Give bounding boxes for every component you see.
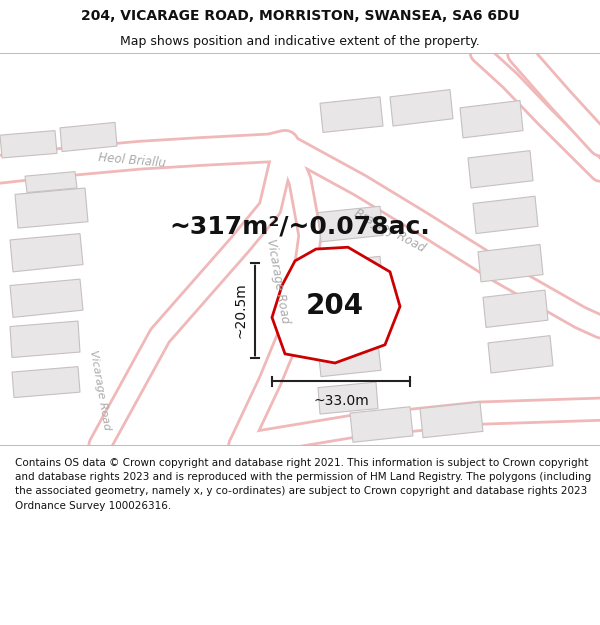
Polygon shape bbox=[483, 290, 548, 328]
Polygon shape bbox=[478, 244, 543, 282]
Polygon shape bbox=[318, 343, 381, 377]
Text: Contains OS data © Crown copyright and database right 2021. This information is : Contains OS data © Crown copyright and d… bbox=[15, 458, 591, 511]
Polygon shape bbox=[25, 172, 77, 192]
Polygon shape bbox=[12, 367, 80, 398]
Text: Map shows position and indicative extent of the property.: Map shows position and indicative extent… bbox=[120, 35, 480, 48]
Polygon shape bbox=[318, 206, 383, 242]
Text: Brayley Road: Brayley Road bbox=[352, 207, 428, 255]
Text: 204: 204 bbox=[306, 292, 364, 321]
Polygon shape bbox=[318, 382, 378, 414]
Polygon shape bbox=[350, 407, 413, 442]
Text: 204, VICARAGE ROAD, MORRISTON, SWANSEA, SA6 6DU: 204, VICARAGE ROAD, MORRISTON, SWANSEA, … bbox=[80, 9, 520, 23]
Polygon shape bbox=[318, 256, 383, 292]
Polygon shape bbox=[60, 122, 117, 151]
Polygon shape bbox=[460, 101, 523, 138]
Polygon shape bbox=[15, 188, 88, 228]
Polygon shape bbox=[473, 196, 538, 234]
Polygon shape bbox=[320, 97, 383, 132]
Polygon shape bbox=[272, 248, 400, 363]
Polygon shape bbox=[0, 131, 57, 158]
Text: ~20.5m: ~20.5m bbox=[233, 282, 247, 339]
Polygon shape bbox=[10, 321, 80, 357]
Polygon shape bbox=[390, 89, 453, 126]
Text: ~317m²/~0.078ac.: ~317m²/~0.078ac. bbox=[170, 214, 430, 238]
Polygon shape bbox=[318, 302, 383, 338]
Text: ~33.0m: ~33.0m bbox=[313, 394, 369, 408]
Polygon shape bbox=[10, 279, 83, 318]
Polygon shape bbox=[10, 234, 83, 272]
Text: Vicarage Road: Vicarage Road bbox=[264, 238, 292, 324]
Text: Heol Briallu: Heol Briallu bbox=[98, 151, 166, 170]
Polygon shape bbox=[468, 151, 533, 188]
Polygon shape bbox=[420, 402, 483, 437]
Text: Vicarage Road: Vicarage Road bbox=[88, 349, 112, 431]
Polygon shape bbox=[488, 336, 553, 373]
